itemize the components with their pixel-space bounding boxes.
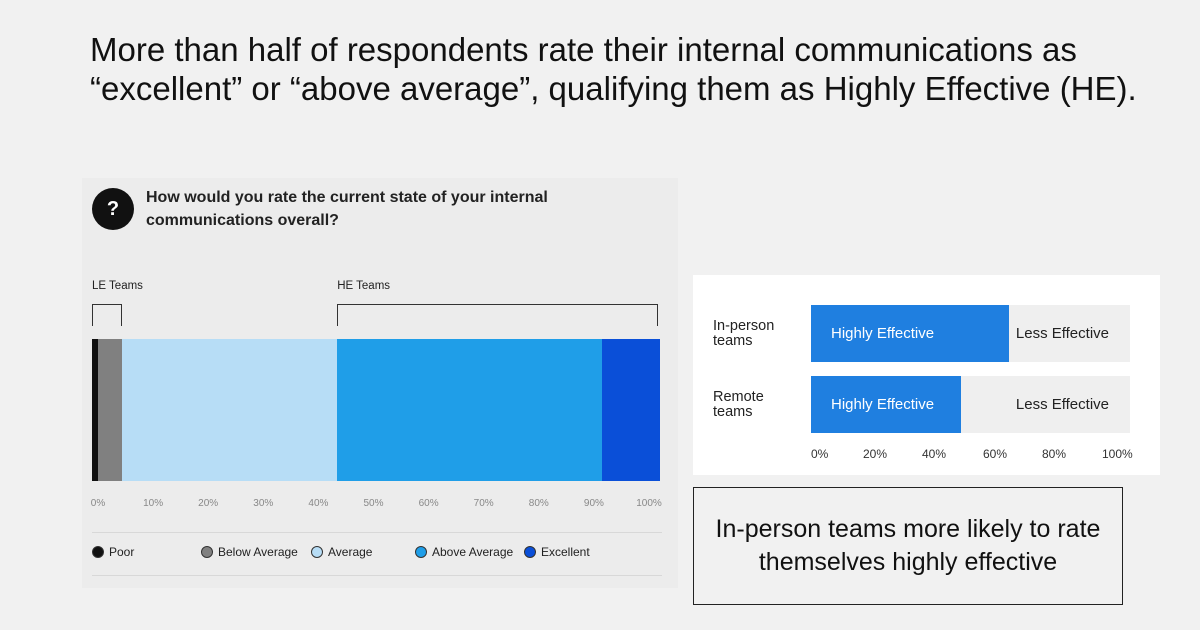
legend-item: Excellent xyxy=(524,545,590,559)
legend-swatch xyxy=(311,546,323,558)
legend-label: Above Average xyxy=(432,545,514,559)
x-tick-label: 100% xyxy=(636,498,662,509)
legend-label: Below Average xyxy=(218,545,298,559)
row-label-line: Remote xyxy=(713,389,764,405)
bar-segment-above-average xyxy=(337,339,602,481)
x-tick-label: 0% xyxy=(90,498,106,509)
x-tick-label: 80% xyxy=(1042,447,1067,461)
legend-swatch xyxy=(415,546,427,558)
bar-less-effective: Highly Effective Less Effective xyxy=(811,376,1130,433)
legend-item: Poor xyxy=(92,545,134,559)
row-label: Remote teams xyxy=(713,390,803,420)
x-tick-label: 40% xyxy=(308,498,329,509)
divider xyxy=(92,575,662,576)
stacked-bar xyxy=(92,339,660,481)
x-tick-label: 30% xyxy=(253,498,274,509)
legend-label: Excellent xyxy=(541,545,590,559)
group-bracket xyxy=(92,304,123,326)
legend-label: Average xyxy=(328,545,373,559)
row-label-line: teams xyxy=(713,333,753,349)
bar-highly-effective xyxy=(811,305,1009,362)
legend-swatch xyxy=(201,546,213,558)
row-label-line: In-person xyxy=(713,318,775,334)
headline: More than half of respondents rate their… xyxy=(90,31,1137,107)
x-tick-label: 20% xyxy=(863,447,888,461)
divider xyxy=(92,532,662,533)
x-tick-label: 50% xyxy=(363,498,384,509)
x-tick-label: 60% xyxy=(418,498,439,509)
callout-box: In-person teams more likely to rate them… xyxy=(693,487,1123,605)
group-bracket xyxy=(337,304,658,326)
x-tick-label: 70% xyxy=(473,498,494,509)
x-tick-label: 10% xyxy=(143,498,164,509)
bar-segment-excellent xyxy=(601,339,660,481)
bar-label-highly-effective: Highly Effective xyxy=(831,325,935,342)
survey-question: How would you rate the current state of … xyxy=(146,189,548,229)
legend-item: Above Average xyxy=(415,545,513,559)
legend-item: Below Average xyxy=(201,545,298,559)
bar-label-less-effective: Less Effective xyxy=(1015,396,1109,413)
x-tick-label: 60% xyxy=(983,447,1008,461)
bar-highly-effective xyxy=(811,376,961,433)
bar-less-effective: Highly Effective Less Effective xyxy=(811,305,1130,362)
group-label: LE Teams xyxy=(92,280,143,292)
x-tick-label: 80% xyxy=(528,498,549,509)
group-label: HE Teams xyxy=(337,280,391,292)
bar-label-less-effective: Less Effective xyxy=(1015,325,1109,342)
bar-label-highly-effective: Highly Effective xyxy=(831,396,935,413)
x-tick-label: 90% xyxy=(583,498,604,509)
question-mark-icon: ? xyxy=(92,188,134,230)
legend-label: Poor xyxy=(109,545,135,559)
x-tick-label: 100% xyxy=(1102,447,1133,461)
bar-segment-average xyxy=(122,339,338,481)
legend-item: Average xyxy=(311,545,372,559)
bar-segment-poor xyxy=(92,339,98,481)
x-tick-label: 40% xyxy=(922,447,947,461)
x-tick-label: 0% xyxy=(811,447,829,461)
row-label-line: teams xyxy=(713,404,753,420)
row-label: In-person teams xyxy=(713,319,803,349)
bar-segment-below-average xyxy=(97,339,123,481)
x-tick-label: 20% xyxy=(198,498,219,509)
legend-swatch xyxy=(524,546,536,558)
legend-swatch xyxy=(92,546,104,558)
